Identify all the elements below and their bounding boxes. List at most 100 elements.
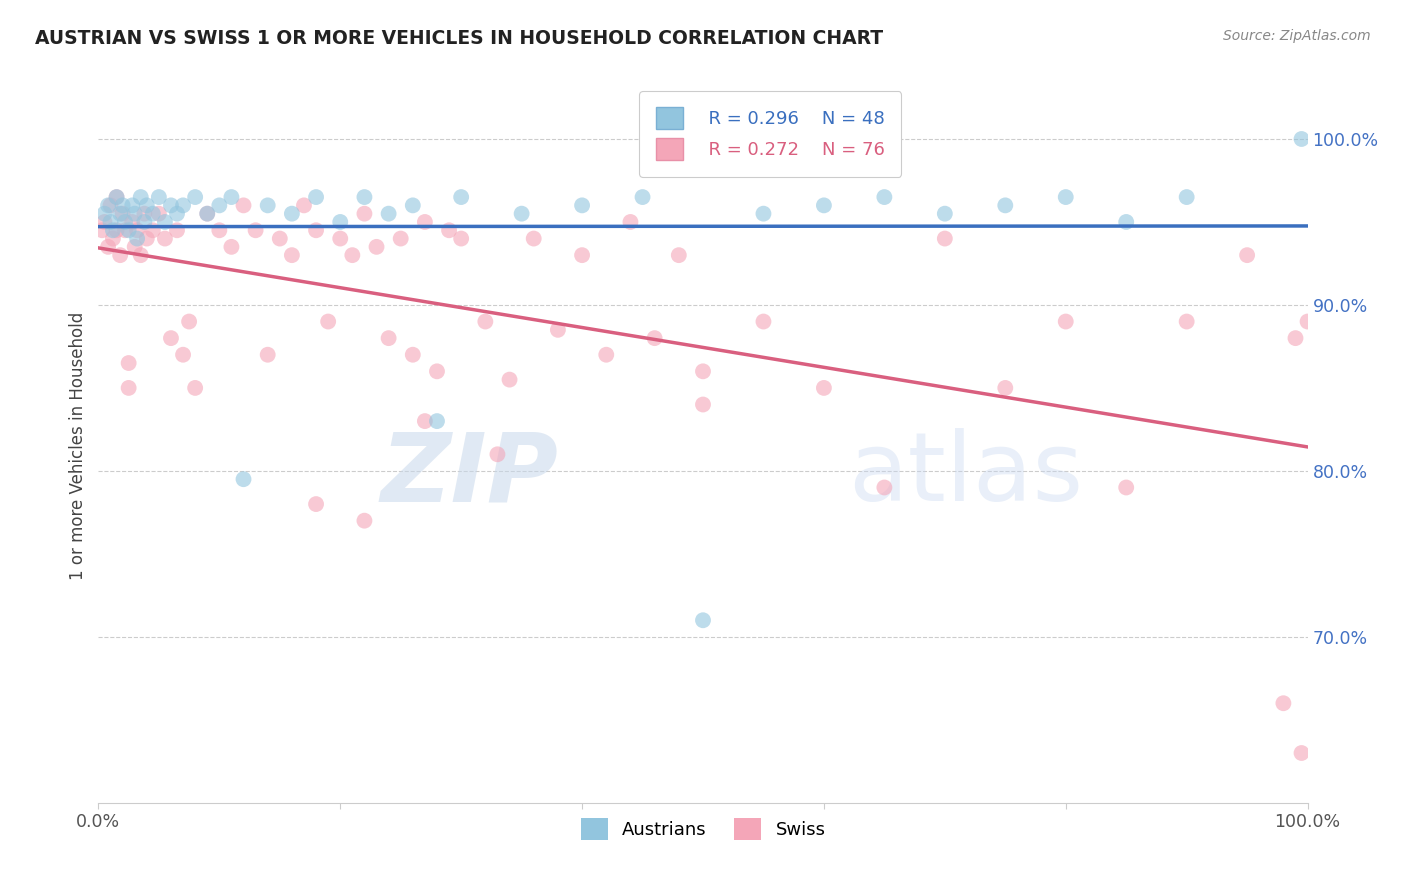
Point [873, 481, 896, 495]
Point [413, 215, 436, 229]
Point [994, 198, 1017, 212]
Point [474, 314, 496, 328]
Point [994, 381, 1017, 395]
Point [269, 231, 291, 245]
Point [129, 190, 152, 204]
Point [1291, 132, 1313, 146]
Point [450, 190, 472, 204]
Point [305, 497, 328, 511]
Point [1236, 248, 1258, 262]
Point [353, 190, 375, 204]
Legend: Austrians, Swiss: Austrians, Swiss [574, 811, 832, 847]
Point [153, 215, 176, 229]
Point [1291, 746, 1313, 760]
Point [1054, 314, 1077, 328]
Point [402, 198, 425, 212]
Point [353, 514, 375, 528]
Point [121, 215, 143, 229]
Point [547, 323, 569, 337]
Point [118, 356, 141, 370]
Point [571, 248, 593, 262]
Point [134, 207, 156, 221]
Point [111, 198, 134, 212]
Point [221, 190, 243, 204]
Point [292, 198, 315, 212]
Y-axis label: 1 or more Vehicles in Household: 1 or more Vehicles in Household [69, 312, 87, 580]
Point [148, 207, 170, 221]
Point [813, 198, 835, 212]
Point [692, 613, 714, 627]
Point [93, 215, 115, 229]
Point [121, 198, 143, 212]
Point [100, 198, 122, 212]
Point [934, 231, 956, 245]
Point [450, 231, 472, 245]
Point [127, 231, 149, 245]
Point [377, 207, 399, 221]
Point [208, 223, 231, 237]
Point [426, 414, 449, 428]
Point [148, 190, 170, 204]
Text: Source: ZipAtlas.com: Source: ZipAtlas.com [1223, 29, 1371, 43]
Point [281, 207, 304, 221]
Point [498, 373, 520, 387]
Point [366, 240, 388, 254]
Point [142, 207, 165, 221]
Point [105, 223, 128, 237]
Point [97, 240, 120, 254]
Point [668, 248, 690, 262]
Point [1115, 481, 1137, 495]
Point [256, 348, 278, 362]
Point [160, 198, 183, 212]
Point [873, 190, 896, 204]
Point [129, 248, 152, 262]
Point [426, 364, 449, 378]
Point [232, 472, 254, 486]
Point [1175, 314, 1198, 328]
Point [305, 190, 328, 204]
Point [1115, 215, 1137, 229]
Point [105, 190, 128, 204]
Point [413, 414, 436, 428]
Point [124, 207, 146, 221]
Text: ZIP: ZIP [380, 428, 558, 521]
Point [195, 207, 218, 221]
Point [389, 231, 412, 245]
Point [256, 198, 278, 212]
Point [172, 348, 194, 362]
Point [114, 215, 136, 229]
Point [135, 231, 157, 245]
Point [437, 223, 460, 237]
Point [1272, 696, 1295, 710]
Point [179, 314, 201, 328]
Point [105, 190, 128, 204]
Point [934, 207, 956, 221]
Point [692, 397, 714, 411]
Point [305, 223, 328, 237]
Point [101, 223, 124, 237]
Point [114, 223, 136, 237]
Point [281, 248, 304, 262]
Point [100, 215, 122, 229]
Point [245, 223, 267, 237]
Point [232, 198, 254, 212]
Point [93, 207, 115, 221]
Point [142, 223, 165, 237]
Point [195, 207, 218, 221]
Point [124, 240, 146, 254]
Point [644, 331, 666, 345]
Point [118, 223, 141, 237]
Point [1284, 331, 1306, 345]
Point [486, 447, 509, 461]
Point [108, 207, 131, 221]
Point [111, 207, 134, 221]
Point [118, 381, 141, 395]
Point [692, 364, 714, 378]
Point [184, 190, 207, 204]
Point [134, 215, 156, 229]
Text: AUSTRIAN VS SWISS 1 OR MORE VEHICLES IN HOUSEHOLD CORRELATION CHART: AUSTRIAN VS SWISS 1 OR MORE VEHICLES IN … [35, 29, 883, 47]
Point [101, 231, 124, 245]
Point [97, 198, 120, 212]
Point [1054, 190, 1077, 204]
Point [135, 198, 157, 212]
